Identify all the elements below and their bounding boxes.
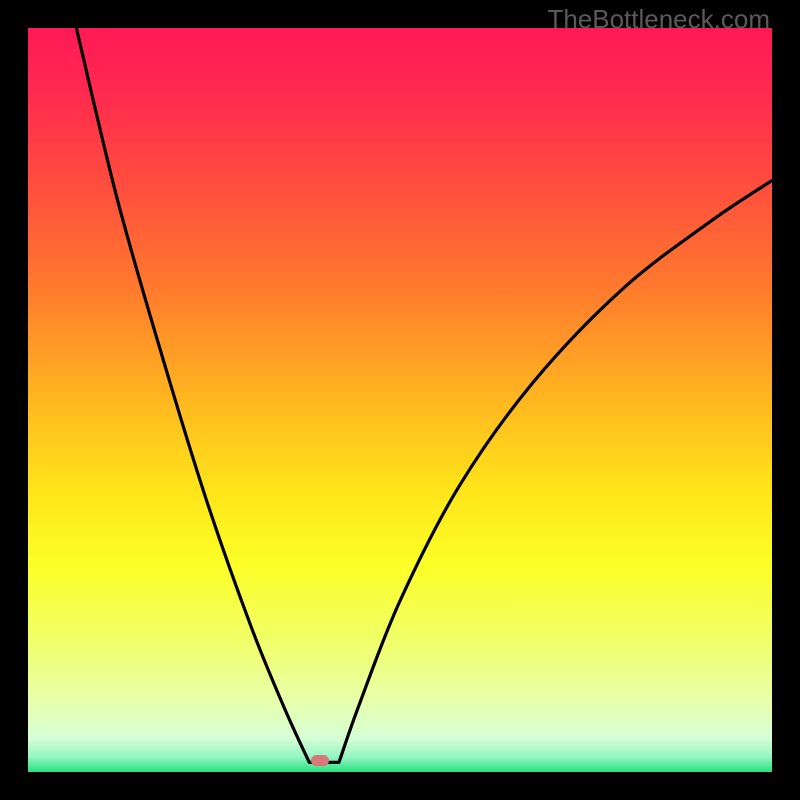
bottleneck-curve [28,28,772,772]
chart-container: TheBottleneck.com [0,0,800,800]
optimum-marker [311,755,329,766]
plot-area [28,28,772,772]
